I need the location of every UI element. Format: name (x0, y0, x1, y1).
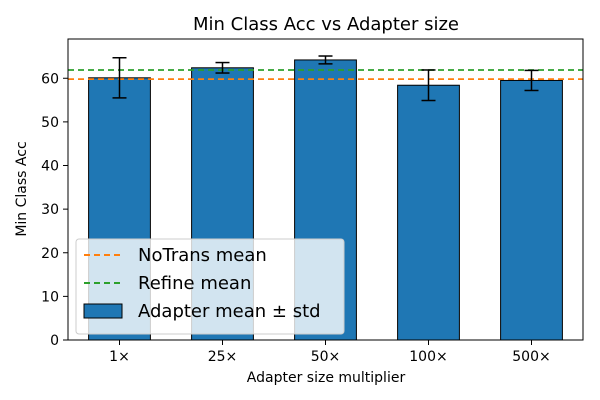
legend-notrans-label: NoTrans mean (138, 245, 267, 266)
x-tick-label-1: 25× (208, 349, 238, 365)
legend-frame (75, 238, 345, 335)
legend-refine-label: Refine mean (138, 273, 251, 294)
y-tick-label-3: 30 (41, 202, 59, 218)
bar-4 (500, 79, 563, 341)
y-tick-label-2: 20 (41, 246, 59, 262)
x-tick-label-2: 50× (311, 349, 341, 365)
y-tick-label-4: 40 (41, 159, 59, 175)
y-tick-label-6: 60 (41, 71, 59, 87)
y-tick-label-5: 50 (41, 115, 59, 131)
x-tick-label-3: 100× (409, 349, 447, 365)
bar-3 (397, 84, 460, 341)
legend: NoTrans mean Refine mean Adapter mean ± … (75, 238, 345, 335)
x-axis-label: Adapter size multiplier (247, 370, 406, 386)
legend-adapter-label: Adapter mean ± std (138, 301, 321, 322)
chart-title: Min Class Acc vs Adapter size (193, 14, 459, 35)
y-tick-label-1: 10 (41, 289, 59, 305)
x-tick-label-4: 500× (512, 349, 550, 365)
legend-adapter-swatch (83, 303, 123, 319)
y-tick-label-0: 0 (50, 333, 59, 349)
y-axis-label: Min Class Acc (14, 141, 30, 236)
x-tick-label-0: 1× (109, 349, 130, 365)
